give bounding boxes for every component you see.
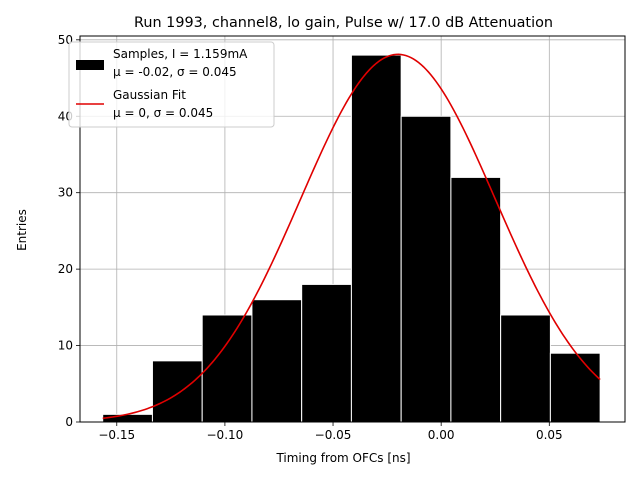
x-tick-label: −0.15 — [98, 428, 135, 442]
legend-samples-stats: μ = -0.02, σ = 0.045 — [113, 65, 237, 79]
histogram-bar — [301, 283, 352, 423]
legend: Samples, I = 1.159mA μ = -0.02, σ = 0.04… — [68, 41, 275, 128]
y-tick-label: 20 — [58, 262, 73, 276]
legend-fit-stats: μ = 0, σ = 0.045 — [113, 106, 213, 120]
histogram-bar — [400, 115, 452, 423]
x-tick-label: 0.05 — [536, 428, 563, 442]
histogram-bar — [251, 299, 303, 423]
histogram-bar — [201, 314, 253, 423]
chart-title: Run 1993, channel8, lo gain, Pulse w/ 17… — [134, 15, 553, 31]
histogram-bars — [102, 54, 601, 423]
gaussian-fit-curve — [102, 53, 601, 420]
legend-samples-label: Samples, I = 1.159mA — [113, 47, 248, 61]
x-axis-label: Timing from OFCs [ns] — [275, 451, 410, 465]
histogram-bar — [450, 176, 502, 423]
histogram-bar — [350, 54, 402, 423]
plot-frame — [79, 35, 626, 423]
x-tick-label: 0.00 — [428, 428, 455, 442]
x-tick-label: −0.05 — [315, 428, 352, 442]
legend-frame — [68, 41, 275, 128]
y-axis-label: Entries — [15, 209, 29, 251]
y-tick-label: 10 — [58, 339, 73, 353]
x-tick-label: −0.10 — [207, 428, 244, 442]
histogram-bar — [102, 413, 153, 423]
histogram-bar — [151, 360, 203, 423]
y-tick-label: 0 — [65, 415, 73, 429]
legend-samples-swatch — [76, 60, 104, 70]
histogram-bar — [549, 352, 601, 423]
legend-fit-label: Gaussian Fit — [113, 88, 186, 102]
y-tick-label: 30 — [58, 186, 73, 200]
histogram-bar — [500, 314, 551, 423]
gaussian-fit — [102, 53, 601, 420]
